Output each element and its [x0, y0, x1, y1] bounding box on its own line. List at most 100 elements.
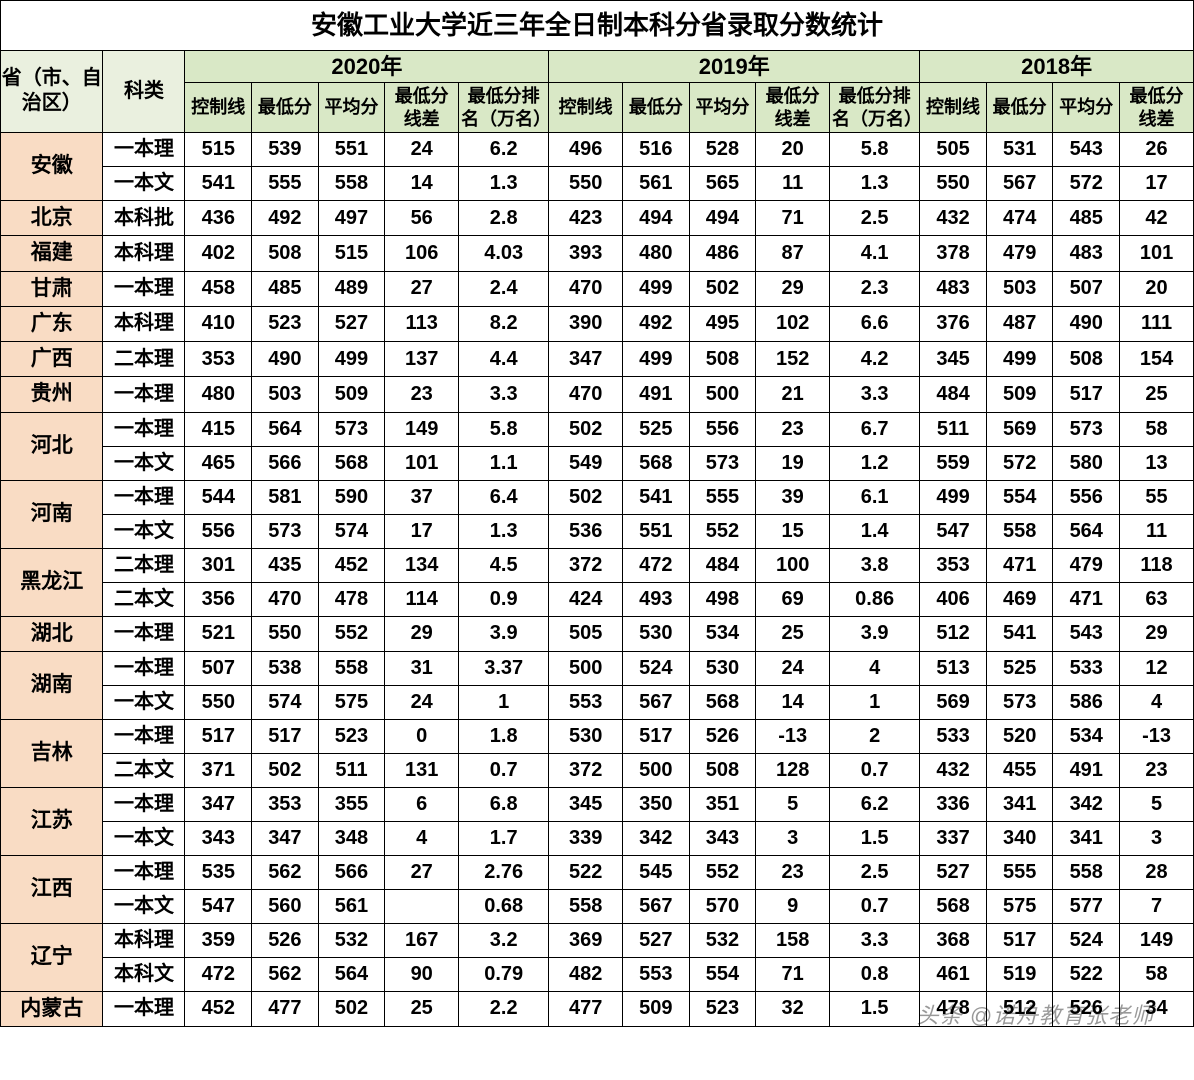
value-cell: 483: [920, 271, 987, 306]
value-cell: 376: [920, 306, 987, 341]
table-row: 一本文4655665681011.1549568573191.255957258…: [1, 446, 1194, 480]
value-cell: 566: [252, 446, 319, 480]
value-cell: 356: [185, 582, 252, 616]
sub-min-score: 最低分: [252, 83, 319, 133]
value-cell: 564: [318, 957, 385, 991]
table-row: 一本文541555558141.3550561565111.3550567572…: [1, 167, 1194, 201]
value-cell: 6.2: [830, 787, 920, 821]
value-cell: 390: [549, 306, 623, 341]
value-cell: 2.76: [459, 855, 549, 889]
header-year-2019: 2019年: [549, 50, 920, 83]
header-year-2018: 2018年: [920, 50, 1194, 83]
value-cell: 560: [252, 889, 319, 923]
value-cell: 3: [756, 821, 830, 855]
value-cell: 554: [689, 957, 756, 991]
value-cell: 477: [252, 991, 319, 1026]
header-province: 省（市、自治区）: [1, 50, 103, 133]
value-cell: 509: [986, 377, 1053, 412]
value-cell: 561: [623, 167, 690, 201]
value-cell: 523: [689, 991, 756, 1026]
value-cell: 3.8: [830, 548, 920, 582]
value-cell: 532: [689, 923, 756, 957]
value-cell: 25: [756, 616, 830, 651]
sub-avg-score: 平均分: [1053, 83, 1120, 133]
value-cell: 574: [252, 685, 319, 719]
value-cell: 573: [252, 514, 319, 548]
value-cell: 573: [1053, 412, 1120, 446]
value-cell: 37: [385, 480, 459, 514]
value-cell: 543: [1053, 616, 1120, 651]
value-cell: 29: [756, 271, 830, 306]
value-cell: 131: [385, 753, 459, 787]
value-cell: 2.8: [459, 201, 549, 236]
value-cell: 509: [623, 991, 690, 1026]
value-cell: 6.1: [830, 480, 920, 514]
table-header: 安徽工业大学近三年全日制本科分省录取分数统计 省（市、自治区） 科类 2020年…: [1, 1, 1194, 133]
value-cell: 63: [1120, 582, 1194, 616]
value-cell: 483: [1053, 236, 1120, 271]
category-cell: 一本文: [103, 514, 185, 548]
value-cell: 471: [1053, 582, 1120, 616]
province-cell: 广东: [1, 306, 103, 341]
value-cell: 5: [1120, 787, 1194, 821]
value-cell: 28: [1120, 855, 1194, 889]
category-cell: 二本文: [103, 753, 185, 787]
value-cell: 485: [252, 271, 319, 306]
value-cell: 484: [689, 548, 756, 582]
value-cell: 402: [185, 236, 252, 271]
value-cell: 472: [623, 548, 690, 582]
header-category: 科类: [103, 50, 185, 133]
value-cell: 568: [689, 685, 756, 719]
table-row: 贵州一本理480503509233.3470491500213.34845095…: [1, 377, 1194, 412]
value-cell: 101: [385, 446, 459, 480]
value-cell: 113: [385, 306, 459, 341]
value-cell: 508: [689, 753, 756, 787]
value-cell: 342: [1053, 787, 1120, 821]
value-cell: 149: [1120, 923, 1194, 957]
value-cell: 353: [252, 787, 319, 821]
value-cell: 2.5: [830, 201, 920, 236]
value-cell: 0.7: [830, 889, 920, 923]
table-row: 广西二本理3534904991374.43474995081524.234549…: [1, 342, 1194, 377]
value-cell: 487: [986, 306, 1053, 341]
value-cell: 1.7: [459, 821, 549, 855]
value-cell: 525: [986, 651, 1053, 685]
value-cell: 553: [623, 957, 690, 991]
value-cell: 524: [1053, 923, 1120, 957]
value-cell: 106: [385, 236, 459, 271]
category-cell: 本科理: [103, 236, 185, 271]
value-cell: 508: [1053, 342, 1120, 377]
value-cell: 505: [549, 616, 623, 651]
value-cell: 393: [549, 236, 623, 271]
value-cell: 502: [252, 753, 319, 787]
value-cell: 337: [920, 821, 987, 855]
value-cell: 359: [185, 923, 252, 957]
province-cell: 湖北: [1, 616, 103, 651]
value-cell: 23: [756, 855, 830, 889]
value-cell: 15: [756, 514, 830, 548]
value-cell: 455: [986, 753, 1053, 787]
value-cell: 348: [318, 821, 385, 855]
value-cell: 568: [920, 889, 987, 923]
sub-diff: 最低分线差: [1120, 83, 1194, 133]
category-cell: 一本理: [103, 271, 185, 306]
table-row: 广东本科理4105235271138.23904924951026.637648…: [1, 306, 1194, 341]
value-cell: 550: [252, 616, 319, 651]
value-cell: -13: [756, 719, 830, 753]
value-cell: 502: [549, 412, 623, 446]
value-cell: 564: [252, 412, 319, 446]
value-cell: 7: [1120, 889, 1194, 923]
table-row: 湖南一本理507538558313.3750052453024451352553…: [1, 651, 1194, 685]
value-cell: 56: [385, 201, 459, 236]
value-cell: 541: [623, 480, 690, 514]
value-cell: 558: [318, 167, 385, 201]
value-cell: 353: [920, 548, 987, 582]
province-cell: 北京: [1, 201, 103, 236]
category-cell: 一本理: [103, 616, 185, 651]
value-cell: 547: [920, 514, 987, 548]
province-cell: 贵州: [1, 377, 103, 412]
value-cell: 558: [1053, 855, 1120, 889]
value-cell: 485: [1053, 201, 1120, 236]
value-cell: 573: [318, 412, 385, 446]
value-cell: 567: [623, 889, 690, 923]
